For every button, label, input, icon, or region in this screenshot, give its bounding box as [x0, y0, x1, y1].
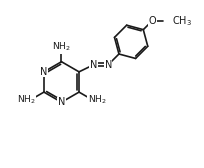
Text: CH$_3$: CH$_3$	[172, 14, 192, 28]
Text: N: N	[40, 67, 48, 77]
Text: N: N	[58, 97, 65, 107]
Text: O: O	[148, 16, 156, 26]
Text: N: N	[104, 60, 112, 70]
Text: NH$_2$: NH$_2$	[88, 93, 106, 106]
Text: N: N	[90, 60, 97, 70]
Text: NH$_2$: NH$_2$	[17, 93, 35, 106]
Text: NH$_2$: NH$_2$	[52, 41, 71, 53]
